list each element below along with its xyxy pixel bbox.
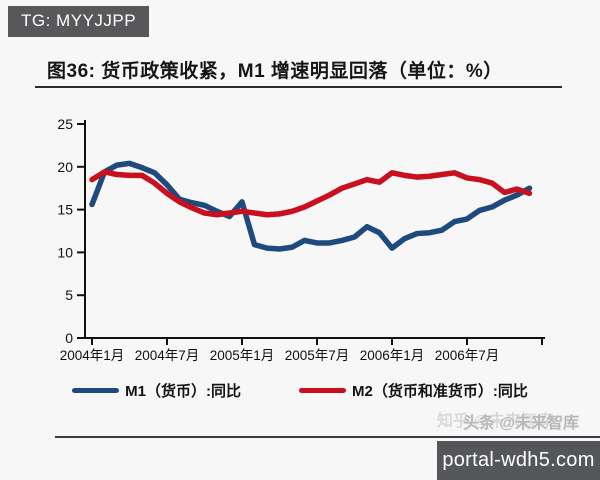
chart-legend: M1（货币）:同比 M2（货币和准货币）:同比: [0, 379, 600, 401]
m2-line-swatch-icon: [299, 387, 346, 393]
watermark: 知乎 @未来智库 头条 @未来智库: [436, 407, 579, 432]
m1-line-swatch-icon: [72, 387, 120, 393]
figure-title: 图36: 货币政策收紧，M1 增速明显回落（单位：%）: [47, 61, 503, 82]
x-tick-label: 2006年7月: [435, 348, 500, 363]
y-tick-label: 5: [65, 287, 73, 303]
site-watermark: portal-wdh5.com: [437, 441, 600, 480]
legend-item-m1: M1（货币）:同比: [72, 380, 241, 401]
y-tick-label: 20: [57, 159, 73, 175]
legend-label-m1: M1（货币）:同比: [125, 382, 241, 400]
series-line-m2: [89, 169, 533, 218]
legend-label-m2: M2（货币和准货币）:同比: [352, 382, 528, 400]
title-underline: [35, 86, 562, 88]
source-badge: TG: MYYJJPP: [8, 6, 150, 37]
x-tick-label: 2004年1月: [60, 348, 125, 363]
x-tick-label: 2006年1月: [360, 348, 425, 363]
watermark-zhihu: 知乎 @未来智库: [436, 413, 553, 430]
watermark-toutiao: 头条 @未来智库: [462, 415, 579, 432]
source-badge-text: TG: MYYJJPP: [21, 11, 137, 30]
y-tick-label: 25: [57, 116, 73, 132]
bottom-divider: [55, 436, 600, 438]
x-tick-label: 2005年7月: [285, 348, 350, 363]
line-chart: 0 5 10 15 20 25 2004年1月 2004年7月 2005年1月 2005年7月 20…: [57, 116, 545, 363]
x-tick-label: 2004年7月: [135, 348, 200, 363]
y-tick-label: 10: [57, 244, 73, 260]
y-tick-label: 15: [57, 202, 73, 218]
y-tick-label: 0: [65, 330, 73, 346]
series-line-m1: [89, 160, 533, 252]
x-tick-label: 2005年1月: [210, 348, 275, 363]
legend-item-m2: M2（货币和准货币）:同比: [299, 380, 528, 401]
